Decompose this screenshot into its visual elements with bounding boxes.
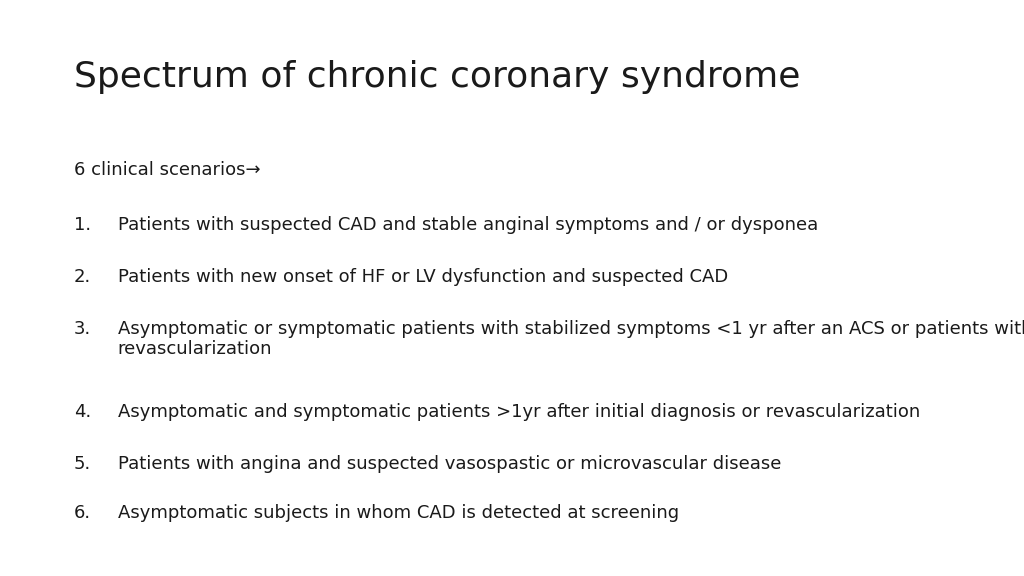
Text: 5.: 5.: [74, 455, 91, 473]
Text: 4.: 4.: [74, 403, 91, 421]
Text: Spectrum of chronic coronary syndrome: Spectrum of chronic coronary syndrome: [74, 60, 800, 94]
Text: Patients with new onset of HF or LV dysfunction and suspected CAD: Patients with new onset of HF or LV dysf…: [118, 268, 728, 286]
Text: Asymptomatic or symptomatic patients with stabilized symptoms <1 yr after an ACS: Asymptomatic or symptomatic patients wit…: [118, 320, 1024, 358]
Text: 6.: 6.: [74, 504, 91, 522]
Text: 3.: 3.: [74, 320, 91, 338]
Text: Patients with angina and suspected vasospastic or microvascular disease: Patients with angina and suspected vasos…: [118, 455, 781, 473]
Text: 1.: 1.: [74, 216, 91, 234]
Text: 6 clinical scenarios→: 6 clinical scenarios→: [74, 161, 260, 179]
Text: Asymptomatic subjects in whom CAD is detected at screening: Asymptomatic subjects in whom CAD is det…: [118, 504, 679, 522]
Text: 2.: 2.: [74, 268, 91, 286]
Text: Patients with suspected CAD and stable anginal symptoms and / or dysponea: Patients with suspected CAD and stable a…: [118, 216, 818, 234]
Text: Asymptomatic and symptomatic patients >1yr after initial diagnosis or revascular: Asymptomatic and symptomatic patients >1…: [118, 403, 920, 421]
